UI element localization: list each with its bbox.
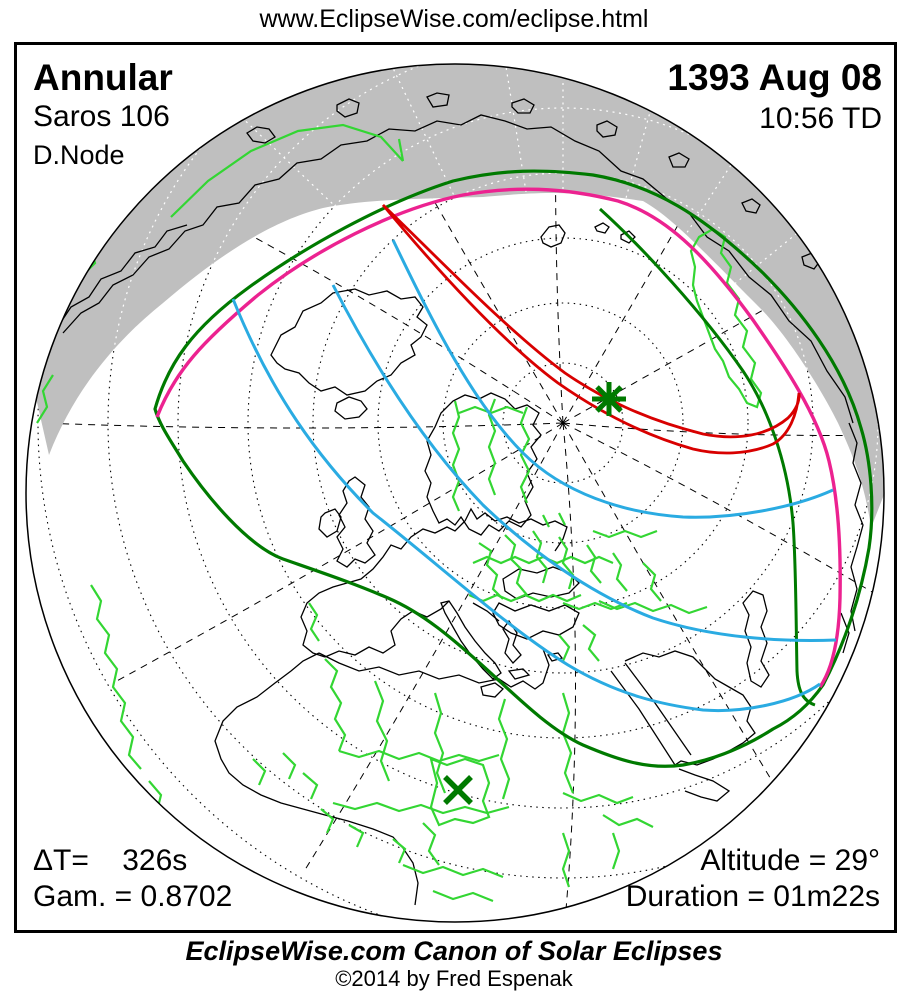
globe-limb [25, 63, 885, 923]
greatest-eclipse-marker [592, 382, 626, 416]
saros-label: Saros 106 [33, 100, 170, 133]
footer-title: EclipseWise.com Canon of Solar Eclipses [185, 936, 723, 966]
penumbra-inner-curve [598, 207, 816, 707]
eclipse-globe-map [25, 63, 885, 923]
eclipse-curves [153, 169, 874, 768]
delta-t-label: ΔT= 326s [33, 844, 188, 877]
url-header: www.EclipseWise.com/eclipse.html [259, 5, 649, 33]
subsolar-point-marker [443, 775, 473, 805]
node-label: D.Node [33, 140, 125, 170]
eclipse-type-label: Annular [33, 57, 173, 98]
annular-path-curve [381, 203, 801, 455]
duration-label: Duration = 01m22s [625, 880, 880, 913]
eclipse-map-frame: Annular Saros 106 D.Node 1393 Aug 08 10:… [14, 42, 897, 933]
penumbra-limit-curve [153, 169, 874, 768]
gamma-label: Gam. = 0.8702 [33, 880, 233, 913]
sunrise-sunset-curve [155, 187, 842, 688]
eclipse-time-label: 10:56 TD [759, 102, 882, 135]
eclipse-date-label: 1393 Aug 08 [667, 57, 882, 98]
footer-copyright: ©2014 by Fred Espenak [335, 966, 573, 991]
time-curves [231, 239, 837, 712]
altitude-label: Altitude = 29° [700, 844, 880, 877]
